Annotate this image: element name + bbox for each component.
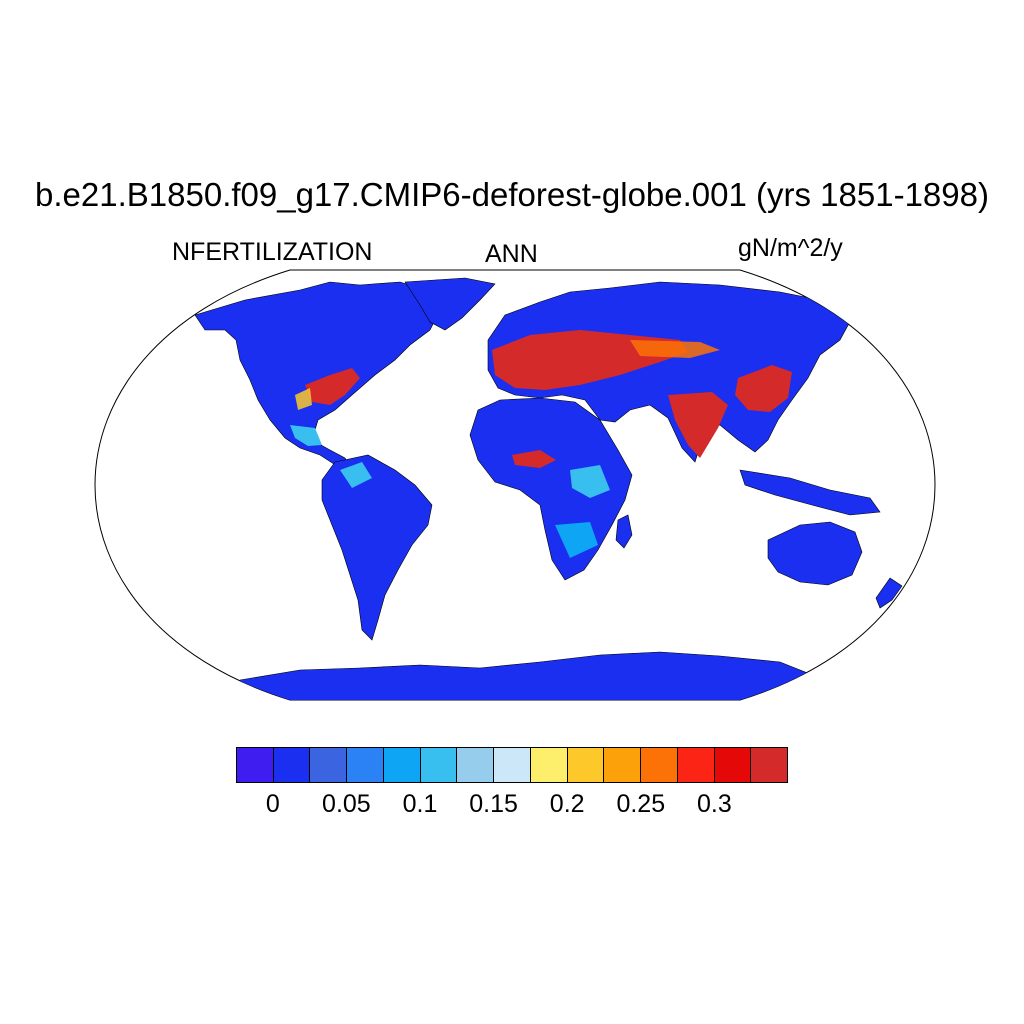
south-america-patch <box>340 462 372 488</box>
colorbar-box <box>347 748 384 782</box>
east-africa-patch <box>570 465 610 498</box>
colorbar-tick-label: 0.2 <box>549 790 585 818</box>
colorbar-box <box>273 748 311 782</box>
colorbar-tick-label: 0.25 <box>616 790 666 818</box>
new-zealand-landmass <box>875 577 903 609</box>
central-america-patch <box>290 425 322 446</box>
season-label: ANN <box>485 240 538 268</box>
antarctica-landmass <box>219 651 821 700</box>
colorbar-tick-label: 0.15 <box>469 790 518 818</box>
colorbar-tick-label: 0 <box>265 790 280 818</box>
colorbar-box <box>494 748 531 782</box>
variable-label: NFERTILIZATION <box>172 238 373 266</box>
colorbar-box <box>751 748 788 782</box>
colorbar-tick-labels: 0 0.05 0.1 0.15 0.2 0.25 0.3 <box>0 790 1024 822</box>
china-hotspot <box>735 365 792 412</box>
colorbar-box <box>714 748 752 782</box>
colorbar-tick-label: 0.05 <box>322 790 371 818</box>
us-midwest-band <box>295 388 312 410</box>
colorbar-box <box>604 748 642 782</box>
colorbar-box <box>310 748 348 782</box>
central-asia-band <box>630 340 720 358</box>
colorbar-box <box>237 748 274 782</box>
australia-landmass <box>767 521 863 586</box>
high-value-regions <box>295 330 792 468</box>
colorbar-box <box>567 748 605 782</box>
maritime-asia-landmass <box>739 469 881 516</box>
south-america-landmass <box>321 454 433 641</box>
units-label: gN/m^2/y <box>738 234 843 262</box>
low-mid-value-regions <box>290 425 610 558</box>
colorbar-box <box>530 748 568 782</box>
us-east-hotspot <box>305 368 360 405</box>
land-layer <box>194 277 903 700</box>
madagascar-landmass <box>615 514 633 549</box>
plot-title: b.e21.B1850.f09_g17.CMIP6-deforest-globe… <box>35 176 989 213</box>
colorbar-box <box>457 748 495 782</box>
greenland-landmass <box>404 277 496 331</box>
colorbar-tick-label: 0.3 <box>697 790 732 818</box>
southern-africa-patch <box>555 522 598 558</box>
india-hotspot <box>668 392 728 458</box>
colorbar <box>236 747 788 783</box>
colorbar-box <box>420 748 458 782</box>
west-africa-hotspot <box>512 450 556 468</box>
colorbar-box <box>677 748 715 782</box>
colorbar-box <box>641 748 678 782</box>
colorbar-tick-label: 0.1 <box>402 790 438 818</box>
eurasia-landmass <box>487 281 853 463</box>
colorbar-box <box>383 748 421 782</box>
